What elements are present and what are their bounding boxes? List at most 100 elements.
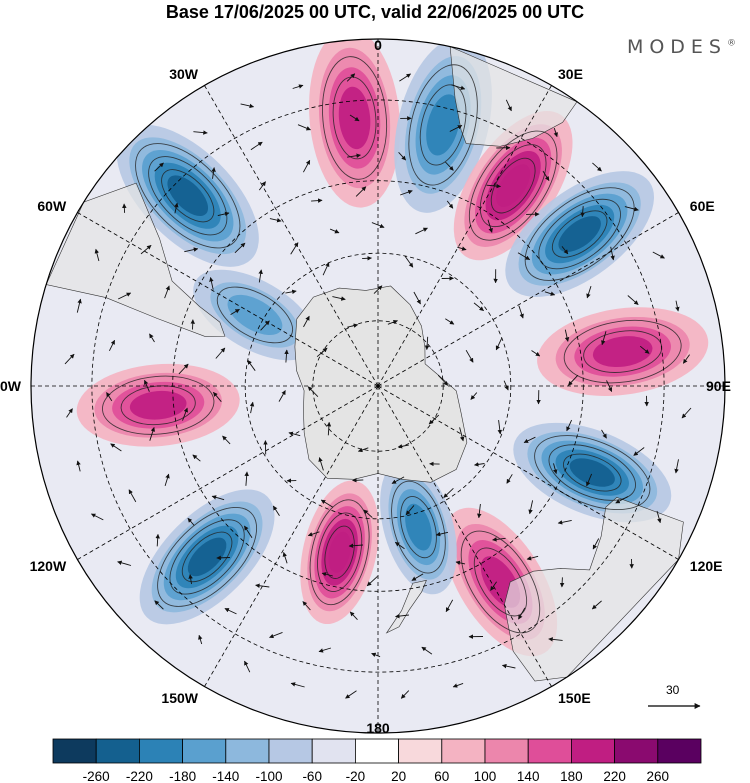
wind-arrow-icon [184,247,199,253]
wind-arrow-icon [564,329,570,342]
wind-arrow-icon [108,339,116,351]
anomaly-level [558,216,601,253]
wind-arrow-icon [395,613,409,619]
wind-arrow-icon [258,269,263,283]
wind-arrow-icon [117,560,132,566]
wind-arrow-icon [217,211,230,217]
wind-arrow-icon [222,435,231,445]
wind-arrow-icon [288,431,301,437]
wind-arrow-icon [290,242,299,255]
wind-arrow-icon [542,170,550,181]
wind-arrow-icon [492,537,506,542]
wind-arrow-icon [321,572,333,577]
reference-vector-label: 30 [666,683,680,697]
wind-arrow-icon [272,505,280,517]
colorbar-tick: -220 [126,769,153,783]
map-border [30,38,726,734]
wind-arrow-icon [557,519,572,525]
anomaly-positive [76,363,240,447]
wind-arrow-icon [320,499,334,508]
colorbar-tick: 60 [434,769,449,783]
wind-arrow-icon [639,345,650,354]
africa [449,46,578,147]
wind-arrow-icon [118,292,132,300]
wind-arrow-icon [178,363,189,375]
colorbar-swatch [657,738,702,764]
south-america [45,182,226,337]
contour-line [400,496,437,559]
wind-arrow-icon [459,427,465,442]
wind-arrow-icon [610,246,615,261]
longitude-label-180: 180 [366,720,390,736]
wind-arrow-icon [445,599,454,613]
contour-line [408,64,478,186]
wind-arrow-icon [106,392,113,402]
wind-arrow-icon [675,300,680,312]
wind-arrow-icon [681,407,692,419]
anomaly-positive [537,307,709,396]
wind-arrow-icon [250,141,263,151]
contour-line [479,144,547,228]
meridian-line [377,212,679,387]
wind-arrow-icon [601,331,607,346]
contour-ring [468,130,558,241]
wind-arrow-icon [302,601,311,611]
contour-ring [563,319,682,384]
wind-arrow-icon [269,218,282,223]
wind-arrow-icon [154,600,164,610]
colorbar-tick: 180 [560,769,583,783]
wind-arrow-icon [311,198,323,203]
wind-arrow-icon [244,471,249,486]
colorbar-tick: 20 [391,769,406,783]
wind-arrow-icon [592,538,600,550]
wind-arrow-icon [400,189,413,196]
latitude-circle [91,99,665,673]
wind-arrow-icon [110,443,122,452]
wind-arrow-icon [347,153,361,158]
anomaly-positive [300,480,379,625]
contour-ring [309,499,370,606]
anomaly-negative [394,39,492,213]
colorbar-tick: -60 [302,769,322,783]
wind-arrow-icon [290,682,305,688]
wind-arrow-icon [247,359,256,371]
wind-arrow-icon [473,302,484,312]
colorbar-tick: -260 [83,769,110,783]
anomaly-negative [116,124,259,267]
wind-arrow-icon [90,513,104,521]
wind-arrow-icon [506,474,513,484]
colorbar-tick: 220 [603,769,626,783]
wind-arrow-icon [164,473,170,487]
wind-arrow-icon [566,419,573,432]
longitude-label-30e: 30E [558,66,583,82]
contour-line [391,480,446,574]
wind-arrow-icon [398,151,407,161]
wind-arrow-icon [424,336,430,351]
wind-arrow-icon [216,555,230,561]
wind-arrow-icon [501,663,516,669]
contour-line [324,525,355,579]
wind-arrow-icon [561,246,569,255]
contour-line [534,435,651,511]
contour-line [583,330,663,373]
colorbar-swatch [268,738,313,764]
reference-vector: 30 [648,683,701,709]
colorbar-tick: -140 [212,769,239,783]
wind-arrow-icon [164,285,170,299]
longitude-label-120e: 120E [690,558,723,574]
contour-line [563,453,622,492]
wind-arrow-icon [528,500,534,515]
colorbar-swatch [571,738,616,764]
wind-arrow-icon [154,162,164,172]
colorbar-tick: 260 [647,769,670,783]
wind-arrow-icon [329,228,340,234]
wind-arrow-icon [66,408,73,418]
wind-arrow-icon [437,374,449,386]
wind-arrow-icon [656,510,662,524]
wind-arrow-icon [285,289,297,295]
wind-arrow-icon [486,183,501,189]
colorbar-tick: -180 [169,769,196,783]
wind-arrow-icon [553,463,558,475]
wind-arrow-icon [357,447,369,453]
wind-arrow-icon [188,574,193,585]
